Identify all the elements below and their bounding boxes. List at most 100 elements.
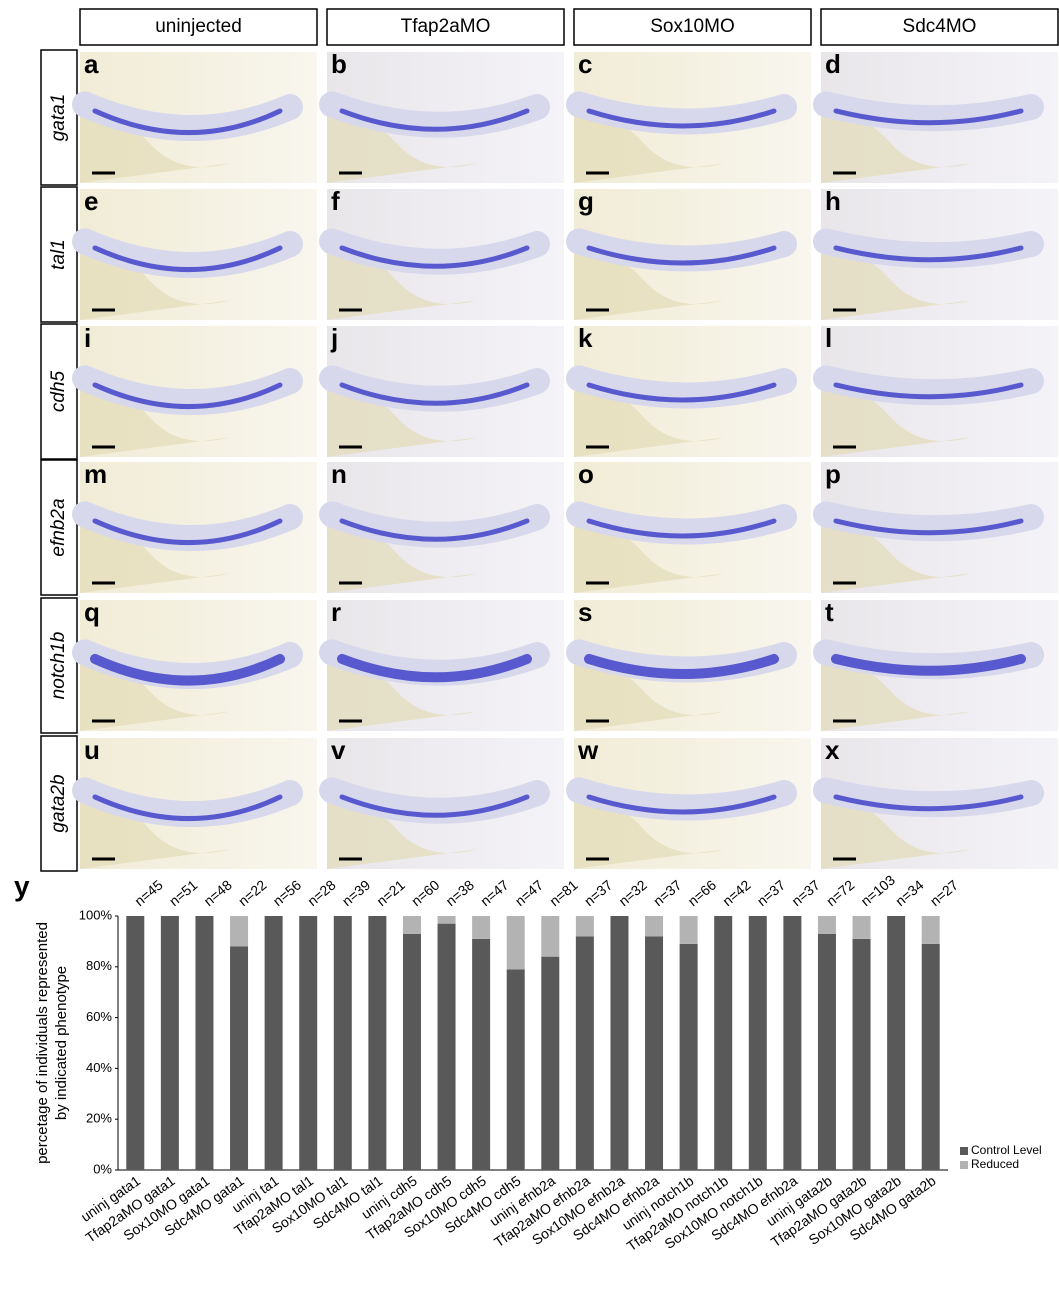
bar-segment <box>437 916 456 924</box>
n-label: n=38 <box>443 876 478 909</box>
bar-segment <box>783 916 802 1170</box>
embryo-stain <box>92 108 283 135</box>
legend-label: Control Level <box>971 1143 1042 1157</box>
panel-letter: s <box>578 597 592 627</box>
bar-segment <box>472 938 491 1170</box>
legend-label: Reduced <box>971 1157 1019 1171</box>
row-label-box <box>40 459 78 596</box>
bar-segment <box>299 916 318 1170</box>
n-label: n=34 <box>892 876 927 909</box>
n-label: n=37 <box>788 876 823 909</box>
bar-segment <box>402 933 421 1170</box>
y-axis-label-line: percetage of individuals represented <box>34 922 51 1164</box>
n-label: n=47 <box>512 876 547 909</box>
panel-letter: y <box>14 870 30 901</box>
n-label: n=22 <box>235 876 270 909</box>
column-header-box <box>820 8 1059 46</box>
bar-segment <box>230 946 249 1170</box>
bar-segment <box>575 936 594 1170</box>
y-tick-label: 40% <box>86 1060 112 1075</box>
column-header-box <box>573 8 812 46</box>
embryo-stain <box>339 382 530 406</box>
n-label: n=39 <box>339 876 374 909</box>
embryo-stain <box>92 518 283 545</box>
panel-letter: f <box>331 186 340 216</box>
embryo-stain <box>92 794 283 821</box>
embryo-stain <box>92 382 283 409</box>
bar-segment <box>921 943 940 1170</box>
bar-segment <box>506 916 525 970</box>
column-header-box <box>326 8 565 46</box>
row-label-box <box>40 323 78 460</box>
n-label: n=37 <box>754 876 789 909</box>
column-header: Sdc4MO <box>903 16 977 37</box>
panel-letter: n <box>331 459 347 489</box>
panel-letter: q <box>84 597 100 627</box>
n-label: n=66 <box>685 876 720 909</box>
bar-segment <box>921 916 940 944</box>
embryo-stain <box>833 518 1024 536</box>
panel-letter: b <box>331 49 347 79</box>
embryo-stain <box>833 794 1024 812</box>
row-label-box <box>40 186 78 323</box>
panel-letter: d <box>825 49 841 79</box>
column-header-box <box>79 8 318 46</box>
legend-swatch <box>960 1147 968 1155</box>
n-label: n=48 <box>200 876 235 909</box>
embryo-stain <box>586 794 777 815</box>
bar-segment <box>714 916 733 1170</box>
panel-letter: e <box>84 186 98 216</box>
y-tick-label: 100% <box>79 907 113 922</box>
embryo-stain <box>337 653 532 683</box>
bar-segment <box>160 916 179 1170</box>
bar-segment <box>195 916 214 1170</box>
row-label: gata2b <box>48 774 69 832</box>
bar-segment <box>264 916 283 1170</box>
n-label: n=28 <box>304 876 339 909</box>
embryo-stain <box>339 245 530 269</box>
bar-segment <box>852 938 871 1170</box>
bar-segment <box>645 916 664 937</box>
n-label: n=42 <box>719 876 754 909</box>
panel-letter: k <box>578 323 593 353</box>
n-label: n=103 <box>858 871 899 909</box>
y-tick-label: 80% <box>86 958 112 973</box>
bar-segment <box>541 956 560 1170</box>
panel-letter: j <box>330 323 338 353</box>
panel-letter: c <box>578 49 592 79</box>
column-header: uninjected <box>155 16 242 37</box>
n-label: n=51 <box>166 876 201 909</box>
panel-letter: a <box>84 49 99 79</box>
embryo-stain <box>586 245 777 266</box>
embryo-stain <box>833 382 1024 400</box>
row-label: notch1b <box>48 632 69 700</box>
y-axis-label: percetage of individuals represented by i… <box>34 922 70 1164</box>
bar-segment <box>748 916 767 1170</box>
panel-letter: u <box>84 735 100 765</box>
panel-letter: w <box>577 735 599 765</box>
embryo-stain <box>584 653 779 680</box>
bar-segment <box>679 916 698 944</box>
bar-segment <box>472 916 491 939</box>
n-label: n=60 <box>408 876 443 909</box>
bar-segment <box>126 916 145 1170</box>
embryo-stain <box>90 653 285 686</box>
bar-segment <box>817 916 836 934</box>
panel-letter: m <box>84 459 107 489</box>
embryo-stain <box>833 245 1024 263</box>
column-header: Sox10MO <box>650 16 734 37</box>
panel-letter: h <box>825 186 841 216</box>
embryo-stain <box>833 108 1024 126</box>
n-label: n=21 <box>373 876 408 909</box>
bar-segment <box>610 916 629 1170</box>
row-label-box <box>40 49 78 186</box>
n-label: n=37 <box>650 876 685 909</box>
embryo-stain <box>339 794 530 818</box>
n-label: n=81 <box>546 876 581 909</box>
row-label: gata1 <box>48 94 69 142</box>
bar-segment <box>230 916 249 947</box>
bar-segment <box>506 969 525 1170</box>
y-axis-label-line: by indicated phenotype <box>53 966 70 1120</box>
row-label: efnb2a <box>48 498 69 556</box>
